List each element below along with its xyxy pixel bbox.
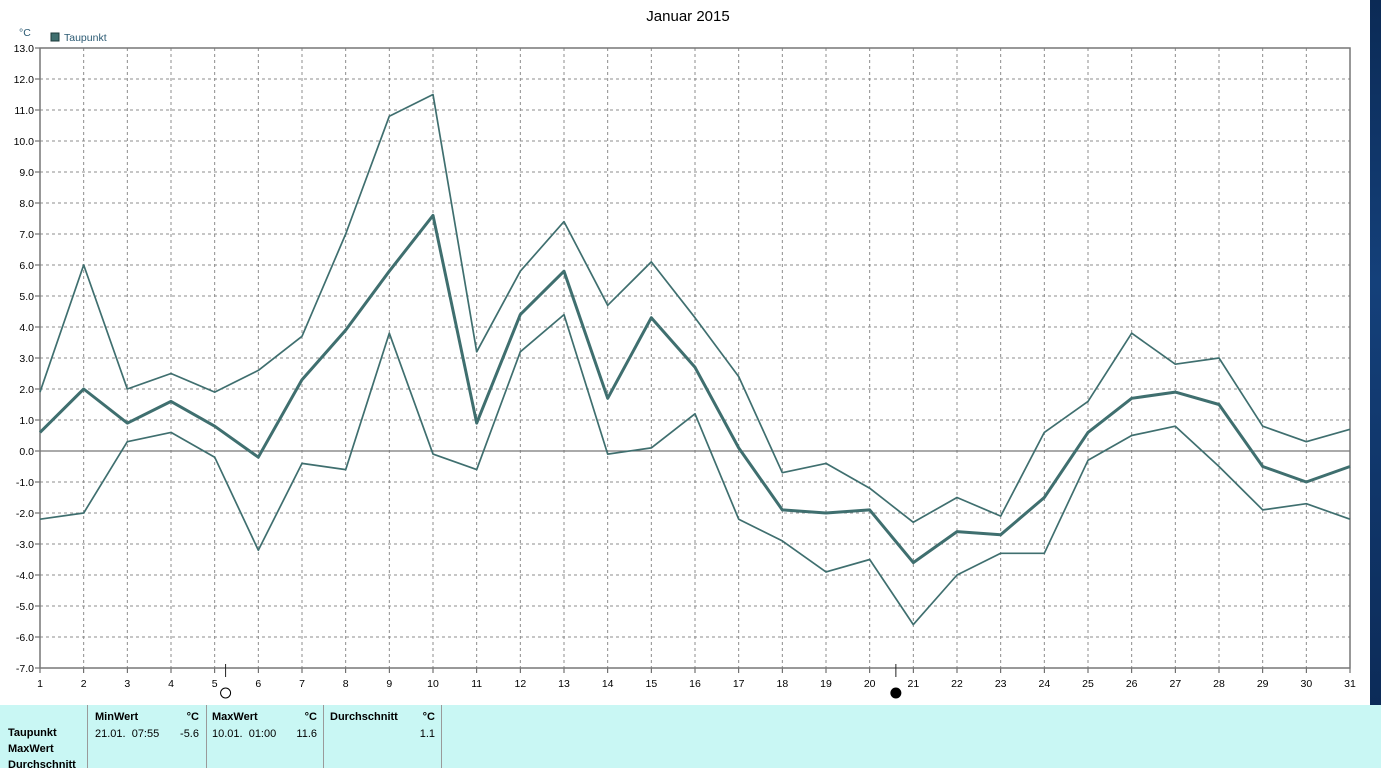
max-unit: °C (304, 711, 317, 723)
x-tick-label: 26 (1126, 678, 1138, 690)
x-tick-label: 20 (864, 678, 876, 690)
x-tick-label: 28 (1213, 678, 1225, 690)
avg-value: 1.1 (419, 728, 435, 740)
y-tick-label: -4.0 (16, 570, 34, 582)
x-tick-label: 1 (37, 678, 43, 690)
row-label-maxwert: MaxWert (8, 743, 54, 755)
y-tick-label: 7.0 (19, 229, 34, 241)
x-tick-label: 30 (1300, 678, 1312, 690)
window-edge (1370, 0, 1381, 705)
x-tick-label: 16 (689, 678, 701, 690)
x-tick-label: 8 (343, 678, 349, 690)
min-unit: °C (186, 711, 199, 723)
x-tick-label: 27 (1169, 678, 1181, 690)
y-tick-label: 9.0 (19, 167, 34, 179)
stats-panel: Taupunkt MaxWert Durchschnitt MinWert °C… (0, 705, 1381, 771)
x-tick-label: 5 (212, 678, 218, 690)
y-tick-label: -3.0 (16, 539, 34, 551)
y-tick-label: -5.0 (16, 601, 34, 613)
y-tick-label: 5.0 (19, 291, 34, 303)
x-tick-label: 21 (907, 678, 919, 690)
avg-header: Durchschnitt (330, 711, 398, 723)
row-label-durchschnitt: Durchschnitt (8, 759, 76, 771)
min-column: MinWert °C 21.01. 07:55 -5.6 (87, 705, 207, 768)
y-tick-label: 4.0 (19, 322, 34, 334)
x-tick-label: 25 (1082, 678, 1094, 690)
legend-label: Taupunkt (64, 32, 107, 44)
y-tick-label: -1.0 (16, 477, 34, 489)
x-tick-label: 7 (299, 678, 305, 690)
x-tick-label: 22 (951, 678, 963, 690)
series-line-min (39, 313, 1351, 626)
y-tick-label: 10.0 (14, 136, 35, 148)
full-moon-icon (220, 687, 232, 699)
x-tick-label: 15 (645, 678, 657, 690)
y-tick-label: -6.0 (16, 632, 34, 644)
y-tick-label: 11.0 (14, 105, 34, 117)
x-tick-label: 10 (427, 678, 439, 690)
y-tick-label: 6.0 (19, 260, 34, 272)
x-tick-label: 4 (168, 678, 174, 690)
x-tick-label: 2 (81, 678, 87, 690)
max-datetime: 10.01. 01:00 (212, 728, 277, 740)
x-tick-label: 17 (733, 678, 745, 690)
y-tick-label: 1.0 (19, 415, 34, 427)
x-tick-label: 12 (514, 678, 526, 690)
x-tick-label: 29 (1257, 678, 1269, 690)
x-tick-label: 13 (558, 678, 570, 690)
row-label-taupunkt: Taupunkt (8, 727, 57, 739)
x-tick-label: 18 (776, 678, 788, 690)
y-tick-label: 3.0 (19, 353, 34, 365)
series-line-avg (38, 213, 1351, 565)
min-header: MinWert (95, 711, 139, 723)
new-moon-icon (890, 687, 902, 699)
y-tick-label: 2.0 (19, 384, 34, 396)
y-tick-label: -2.0 (16, 508, 34, 520)
series-line-max (39, 93, 1351, 524)
min-value: -5.6 (180, 728, 199, 740)
legend-swatch (50, 32, 60, 42)
max-column: MaxWert °C 10.01. 01:00 11.6 (206, 705, 324, 768)
y-tick-label: -7.0 (16, 663, 34, 675)
x-tick-label: 24 (1038, 678, 1050, 690)
avg-column: Durchschnitt °C 1.1 (324, 705, 442, 768)
max-header: MaxWert (212, 711, 258, 723)
y-tick-label: 0.0 (19, 446, 34, 458)
x-tick-label: 3 (124, 678, 130, 690)
x-tick-label: 23 (995, 678, 1007, 690)
y-tick-label: 8.0 (19, 198, 34, 210)
min-datetime: 21.01. 07:55 (95, 728, 160, 740)
max-value: 11.6 (296, 728, 317, 740)
x-tick-label: 31 (1344, 678, 1356, 690)
dewpoint-chart: -7.0 -6.0 -5.0 -4.0 -3.0 -2.0 -1.0 0.0 1.0 2.0 3.0… (14, 8, 1356, 699)
x-tick-label: 11 (471, 678, 482, 690)
x-tick-label: 9 (386, 678, 392, 690)
y-tick-label: 12.0 (14, 74, 35, 86)
avg-unit: °C (422, 711, 435, 723)
y-axis-unit: °C (19, 27, 31, 39)
x-tick-label: 6 (255, 678, 261, 690)
y-tick-label: 13.0 (14, 43, 35, 55)
x-tick-label: 14 (602, 678, 614, 690)
x-tick-label: 19 (820, 678, 832, 690)
plot-frame (39, 47, 1351, 669)
chart-title: Januar 2015 (646, 8, 729, 25)
